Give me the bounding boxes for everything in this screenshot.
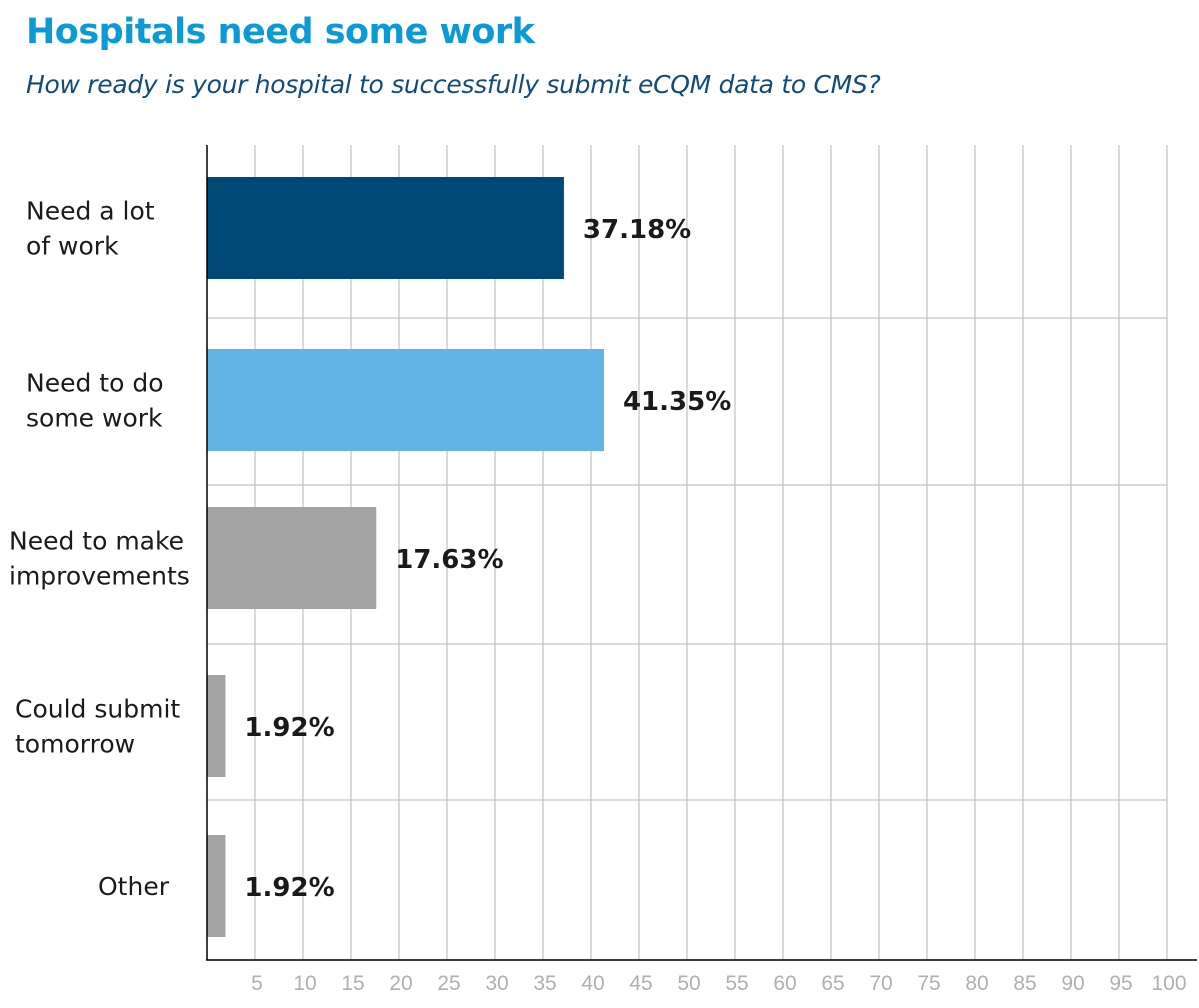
bar (207, 177, 564, 279)
category-label: tomorrow (15, 730, 135, 759)
x-tick-label: 45 (629, 972, 652, 995)
x-tick-label: 55 (725, 972, 748, 995)
category-label: improvements (9, 562, 190, 591)
bar (207, 675, 226, 777)
category-label: Could submit (15, 695, 180, 724)
x-tick-label: 75 (917, 972, 940, 995)
category-label: Need to make (9, 527, 184, 556)
bar (207, 507, 377, 609)
x-tick-label: 5 (251, 972, 263, 995)
category-label: Need to do (26, 369, 164, 398)
category-label: of work (26, 232, 119, 261)
x-tick-label: 40 (581, 972, 604, 995)
x-tick-label: 90 (1061, 972, 1084, 995)
data-label: 37.18% (583, 215, 691, 245)
x-tick-label: 65 (821, 972, 844, 995)
data-label: 1.92% (244, 713, 334, 743)
x-tick-label: 70 (869, 972, 892, 995)
chart-subtitle: How ready is your hospital to successful… (26, 70, 881, 99)
x-tick-label: 10 (293, 972, 316, 995)
category-label: Need a lot (26, 197, 155, 226)
x-tick-label: 15 (341, 972, 364, 995)
x-tick-label: 100 (1151, 972, 1186, 995)
chart-title: Hospitals need some work (26, 12, 535, 52)
data-label: 41.35% (623, 387, 731, 417)
x-tick-label: 60 (773, 972, 796, 995)
bar (207, 349, 604, 451)
x-tick-label: 95 (1109, 972, 1132, 995)
data-label: 17.63% (395, 545, 503, 575)
data-label: 1.92% (244, 873, 334, 903)
bar (207, 835, 226, 937)
category-label: Other (98, 872, 170, 901)
category-label: some work (26, 404, 163, 433)
x-tick-label: 80 (965, 972, 988, 995)
x-tick-label: 25 (437, 972, 460, 995)
x-tick-label: 85 (1013, 972, 1036, 995)
x-tick-label: 20 (389, 972, 412, 995)
x-tick-label: 30 (485, 972, 508, 995)
x-tick-label: 50 (677, 972, 700, 995)
x-tick-label: 35 (533, 972, 556, 995)
